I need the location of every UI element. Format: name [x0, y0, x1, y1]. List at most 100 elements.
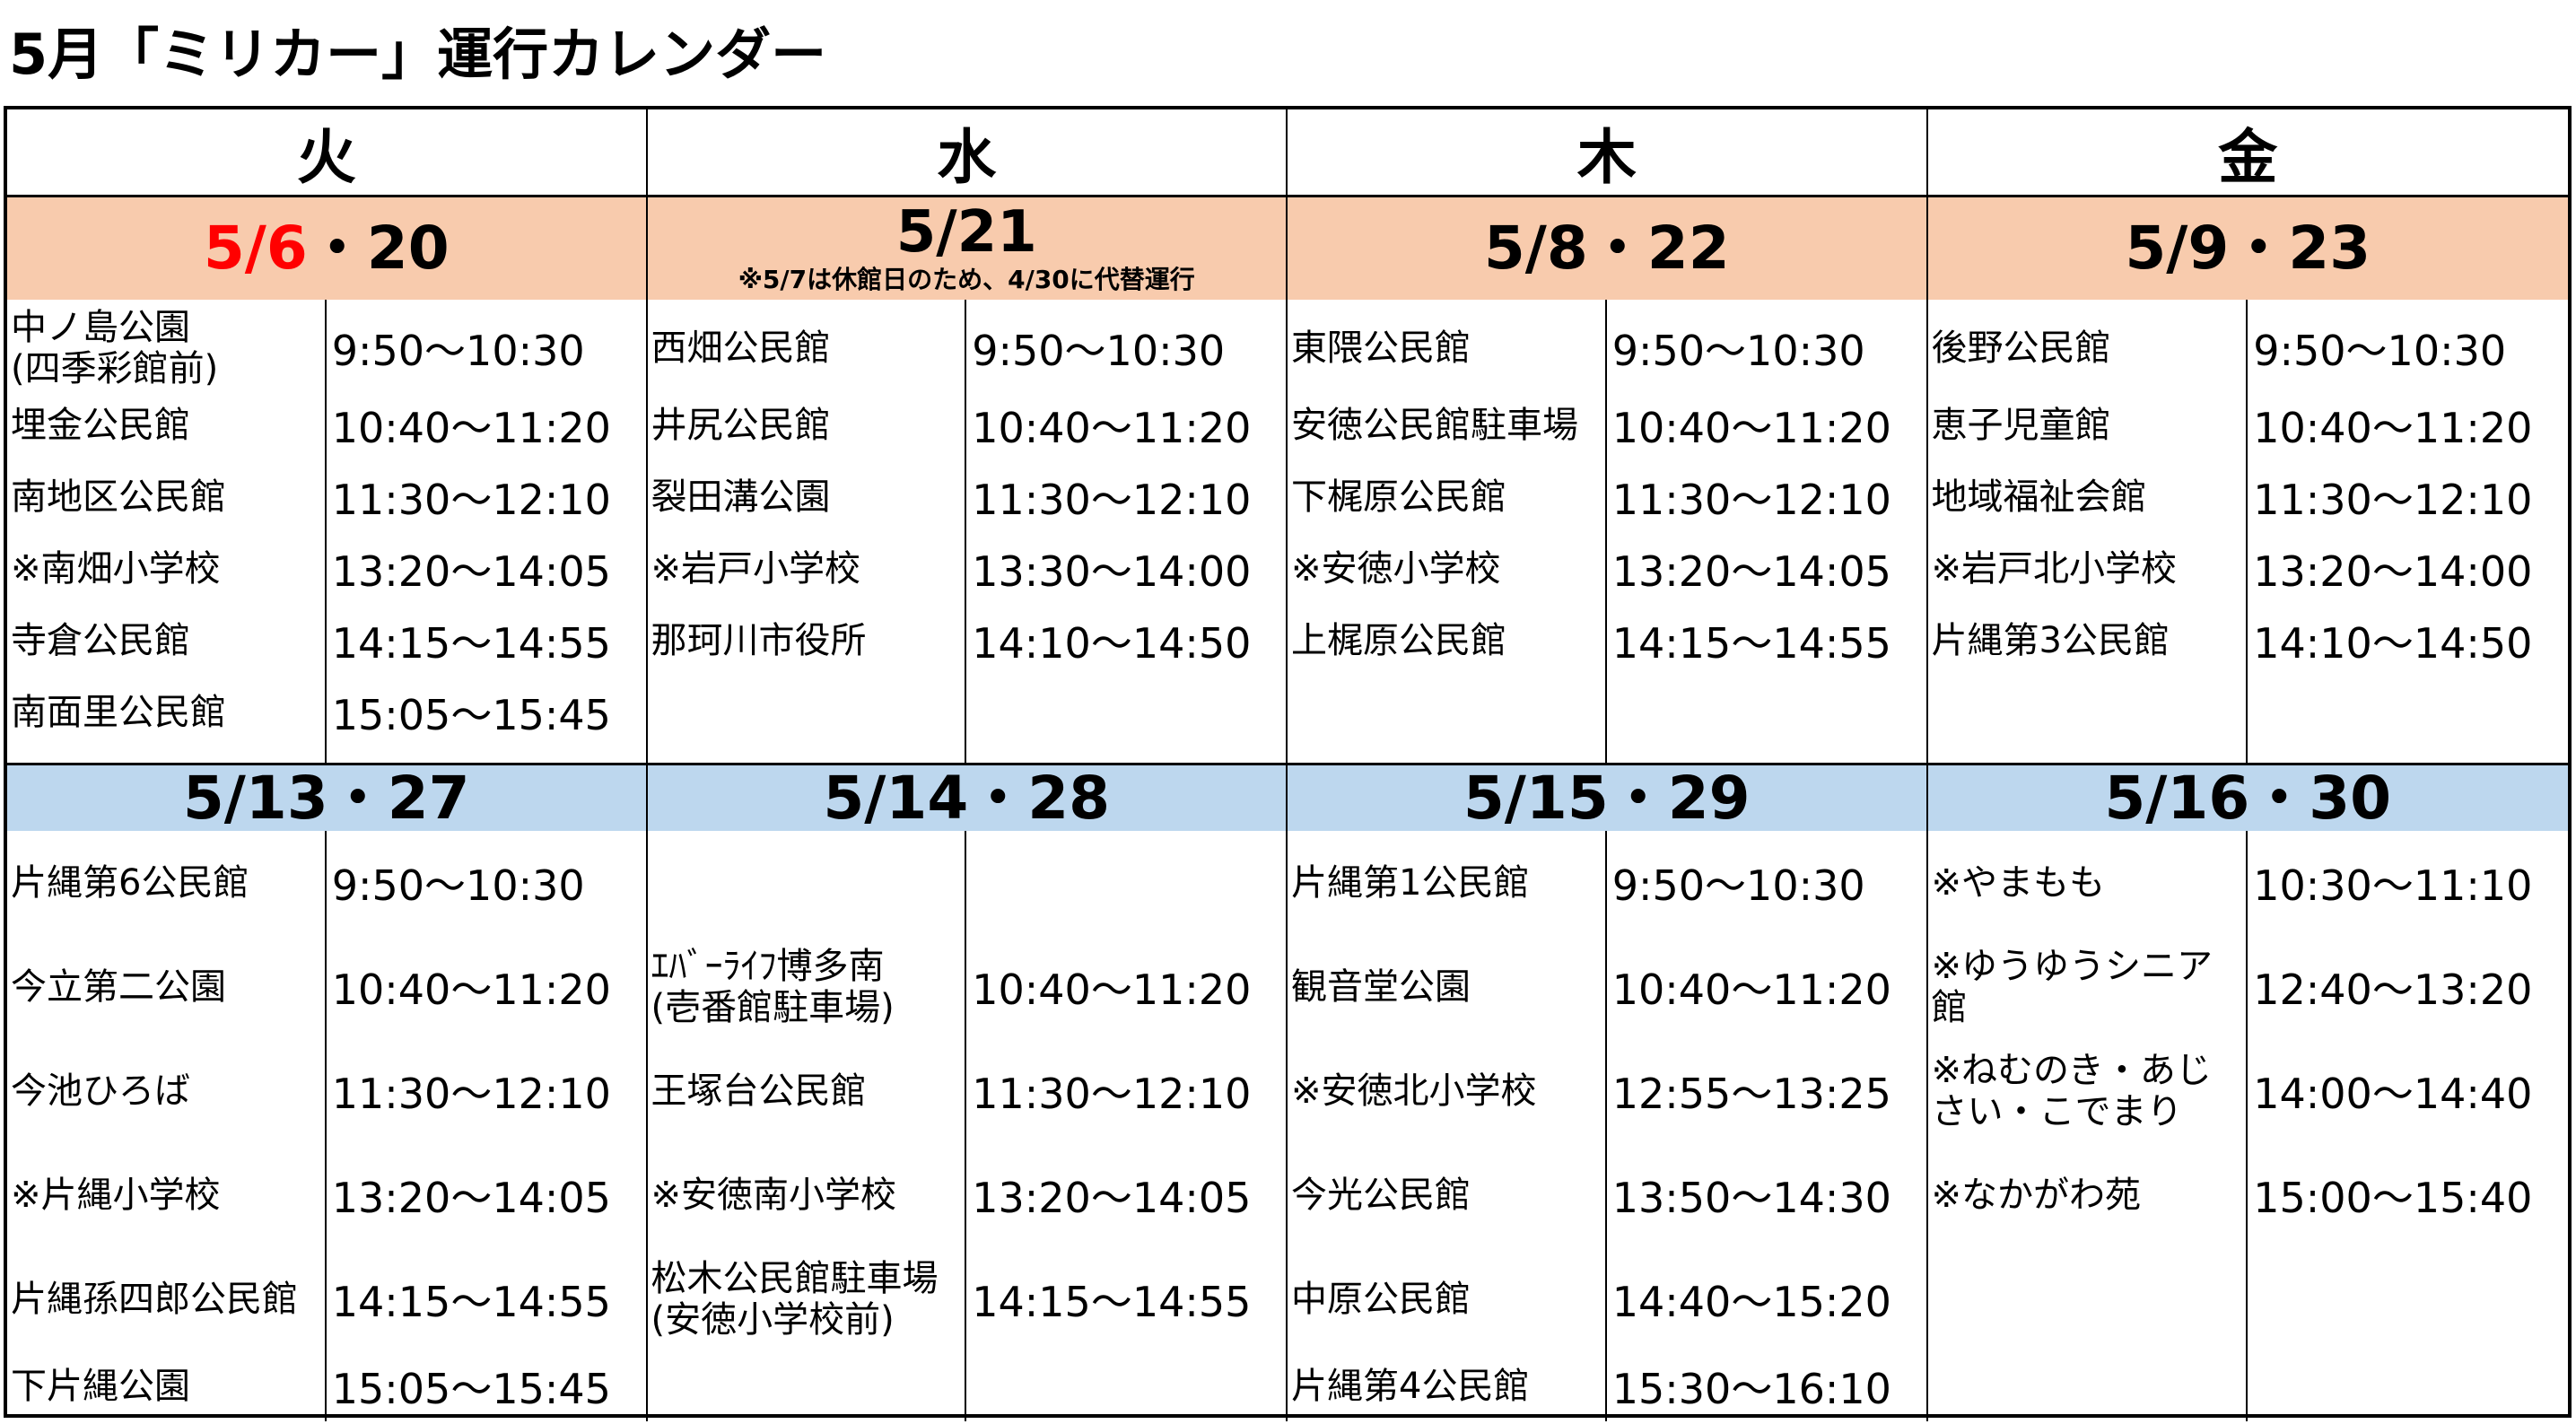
stop-time: 10:40～11:20: [2253, 404, 2533, 452]
stop-location: 井尻公民館: [648, 389, 967, 461]
spacer: [7, 748, 327, 763]
stop-time: [2248, 1247, 2568, 1351]
schedule-fri-week1: 後野公民館 9:50～10:30 恵子児童館 10:40～11:20 地域福祉会館 11:…: [1928, 300, 2569, 763]
schedule-thu-week1: 東隈公民館 9:50～10:30 安徳公民館駐車場 10:40～11:20 下梶原公民館…: [1288, 300, 1928, 763]
stop-location: 下片縄公園: [7, 1351, 327, 1421]
stop-location: 中ノ島公園 (四季彩館前): [7, 300, 327, 389]
stop-location: 東隈公民館: [1288, 300, 1607, 389]
stop-time: [966, 1351, 1286, 1421]
schedule-wed-week1: 西畑公民館 9:50～10:30 井尻公民館 10:40～11:20 裂田溝公園 11:3…: [648, 300, 1288, 763]
spacer: [327, 748, 646, 763]
stop-location: 地域福祉会館: [1928, 461, 2249, 533]
stop-location: [1928, 1247, 2249, 1351]
stop-location: 片縄第3公民館: [1928, 605, 2249, 677]
stop-time: 9:50～10:30: [1611, 327, 1865, 375]
date-header-tue-week1: 5/6・20: [7, 197, 648, 300]
stop-time: 15:30～16:10: [1611, 1365, 1891, 1413]
stop-time: [966, 677, 1286, 748]
stop-location: 埋金公民館: [7, 389, 327, 461]
stop-time: 11:30～12:10: [2253, 476, 2533, 524]
date-text: ・20: [307, 214, 450, 284]
stop-location: 松木公民館駐車場 (安徳小学校前): [648, 1247, 967, 1351]
stop-time: 14:15～14:55: [1611, 619, 1891, 668]
stop-location: ※安徳北小学校: [1288, 1039, 1607, 1143]
spacer: [1928, 748, 2249, 763]
stop-time: 14:10～14:50: [972, 619, 1252, 668]
day-header-wed: 水: [647, 109, 1288, 197]
stop-time: 10:40～11:20: [1611, 965, 1891, 1014]
stop-time: 9:50～10:30: [331, 861, 585, 910]
stop-time: 12:55～13:25: [1611, 1070, 1891, 1118]
stop-time: 10:40～11:20: [331, 404, 611, 452]
stop-location: 観音堂公園: [1288, 935, 1607, 1039]
day-header-thu: 木: [1288, 109, 1928, 197]
stop-location: ※なかがわ苑: [1928, 1143, 2249, 1247]
stop-time: 10:40～11:20: [972, 404, 1252, 452]
stop-time: 10:30～11:10: [2253, 861, 2533, 910]
stop-location: 今光公民館: [1288, 1143, 1607, 1247]
stop-location: 那珂川市役所: [648, 605, 967, 677]
date-header-wed-week1: 5/21 ※5/7は休館日のため、4/30に代替運行: [647, 197, 1288, 300]
stop-time: 9:50～10:30: [1611, 861, 1865, 910]
date-note: ※5/7は休館日のため、4/30に代替運行: [738, 264, 1195, 294]
stop-time: 14:15～14:55: [331, 619, 611, 668]
stop-time: 13:20～14:05: [331, 1174, 611, 1222]
stop-time: 13:20～14:05: [972, 1174, 1252, 1222]
schedule-thu-week2: 片縄第1公民館 9:50～10:30 観音堂公園 10:40～11:20 ※安徳北小学校…: [1288, 831, 1928, 1421]
day-header-fri: 金: [1927, 109, 2568, 197]
stop-time: 11:30～12:10: [1611, 476, 1891, 524]
stop-location: [648, 1351, 967, 1421]
schedule-tue-week2: 片縄第6公民館 9:50～10:30 今立第二公園 10:40～11:20 今池ひろば 1…: [7, 831, 648, 1421]
stop-location: 中原公民館: [1288, 1247, 1607, 1351]
stop-time: 10:40～11:20: [972, 965, 1252, 1014]
stop-time: 10:40～11:20: [1611, 404, 1891, 452]
stop-location: 今立第二公園: [7, 935, 327, 1039]
stop-time: 13:50～14:30: [1611, 1174, 1891, 1222]
stop-time: 13:20～14:05: [1611, 547, 1891, 596]
stop-time: 9:50～10:30: [2253, 327, 2507, 375]
spacer: [966, 748, 1286, 763]
stop-time: 15:00～15:40: [2253, 1174, 2533, 1222]
stop-location: [1288, 677, 1607, 748]
stop-time: 14:40～15:20: [1611, 1278, 1891, 1326]
stop-time: 14:00～14:40: [2253, 1070, 2533, 1118]
stop-time: 12:40～13:20: [2253, 965, 2533, 1014]
stop-time: 13:30～14:00: [972, 547, 1252, 596]
stop-location: 後野公民館: [1928, 300, 2249, 389]
stop-time: 11:30～12:10: [972, 476, 1252, 524]
stop-time: 11:30～12:10: [331, 1070, 611, 1118]
stop-time: 10:40～11:20: [331, 965, 611, 1014]
spacer: [1607, 748, 1926, 763]
stop-location: 南地区公民館: [7, 461, 327, 533]
stop-location: ※安徳南小学校: [648, 1143, 967, 1247]
stop-location: 西畑公民館: [648, 300, 967, 389]
spacer: [648, 748, 967, 763]
date-holiday: 5/6: [203, 214, 308, 284]
stop-time: 14:15～14:55: [972, 1278, 1252, 1326]
stop-location: ※岩戸小学校: [648, 533, 967, 605]
stop-location: 南面里公民館: [7, 677, 327, 748]
date-header-wed-week2: 5/14・28: [647, 763, 1288, 831]
stop-location: 片縄第4公民館: [1288, 1351, 1607, 1421]
stop-location: 片縄第6公民館: [7, 831, 327, 935]
stop-time: 15:05～15:45: [331, 691, 611, 739]
stop-time: 13:20～14:00: [2253, 547, 2533, 596]
stop-location: 恵子児童館: [1928, 389, 2249, 461]
date-text: 5/21: [895, 198, 1037, 266]
date-header-thu-week2: 5/15・29: [1288, 763, 1928, 831]
stop-time: 11:30～12:10: [331, 476, 611, 524]
stop-time: [2248, 1351, 2568, 1421]
stop-location: 王塚台公民館: [648, 1039, 967, 1143]
calendar-table: 火 水 木 金 5/6・20 5/21 ※5/7は休館日のため、4/30に代替運…: [4, 106, 2572, 1421]
stop-time: [2248, 677, 2568, 748]
stop-location: 下梶原公民館: [1288, 461, 1607, 533]
stop-location: 片縄第1公民館: [1288, 831, 1607, 935]
stop-time: [966, 831, 1286, 935]
stop-location: ※やまもも: [1928, 831, 2249, 935]
stop-time: 14:15～14:55: [331, 1278, 611, 1326]
stop-location: [648, 831, 967, 935]
date-header-fri-week1: 5/9・23: [1927, 197, 2568, 300]
stop-location: 寺倉公民館: [7, 605, 327, 677]
stop-time: 13:20～14:05: [331, 547, 611, 596]
stop-location: [1928, 1351, 2249, 1421]
